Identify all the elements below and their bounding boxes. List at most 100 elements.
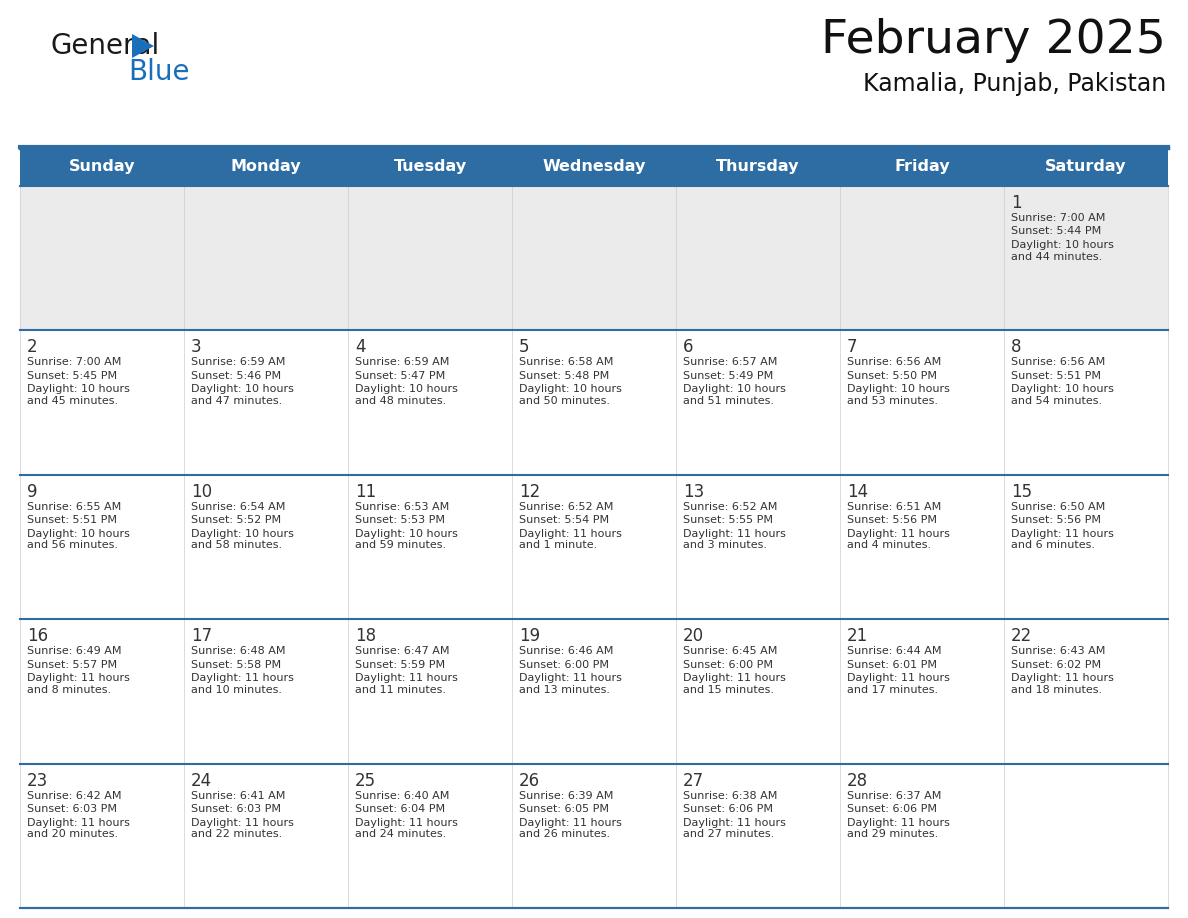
Bar xyxy=(348,620,512,764)
Bar xyxy=(20,764,184,908)
Text: 25: 25 xyxy=(355,772,377,789)
Text: Daylight: 10 hours
and 45 minutes.: Daylight: 10 hours and 45 minutes. xyxy=(27,385,129,406)
Text: Sunset: 6:06 PM: Sunset: 6:06 PM xyxy=(683,804,773,814)
Bar xyxy=(20,330,184,475)
Text: Daylight: 10 hours
and 44 minutes.: Daylight: 10 hours and 44 minutes. xyxy=(1011,240,1114,262)
Text: Daylight: 11 hours
and 10 minutes.: Daylight: 11 hours and 10 minutes. xyxy=(191,673,293,695)
Bar xyxy=(348,475,512,620)
Text: 8: 8 xyxy=(1011,339,1022,356)
Text: Daylight: 11 hours
and 1 minute.: Daylight: 11 hours and 1 minute. xyxy=(519,529,621,551)
Text: 16: 16 xyxy=(27,627,49,645)
Bar xyxy=(512,475,676,620)
Bar xyxy=(676,330,840,475)
Text: Sunset: 6:00 PM: Sunset: 6:00 PM xyxy=(519,660,609,670)
Text: General: General xyxy=(50,32,159,60)
Text: Daylight: 11 hours
and 22 minutes.: Daylight: 11 hours and 22 minutes. xyxy=(191,818,293,839)
Text: Daylight: 10 hours
and 51 minutes.: Daylight: 10 hours and 51 minutes. xyxy=(683,385,786,406)
Text: Thursday: Thursday xyxy=(716,160,800,174)
Text: Sunrise: 6:52 AM: Sunrise: 6:52 AM xyxy=(683,502,777,512)
Text: Sunrise: 6:57 AM: Sunrise: 6:57 AM xyxy=(683,357,777,367)
Text: Daylight: 10 hours
and 59 minutes.: Daylight: 10 hours and 59 minutes. xyxy=(355,529,457,551)
Text: Sunrise: 6:42 AM: Sunrise: 6:42 AM xyxy=(27,790,121,800)
Text: 2: 2 xyxy=(27,339,38,356)
Text: Sunrise: 6:45 AM: Sunrise: 6:45 AM xyxy=(683,646,777,656)
Text: Sunrise: 6:56 AM: Sunrise: 6:56 AM xyxy=(847,357,941,367)
Text: Daylight: 10 hours
and 58 minutes.: Daylight: 10 hours and 58 minutes. xyxy=(191,529,293,551)
Text: Daylight: 11 hours
and 15 minutes.: Daylight: 11 hours and 15 minutes. xyxy=(683,673,786,695)
Text: Sunset: 6:00 PM: Sunset: 6:00 PM xyxy=(683,660,773,670)
Bar xyxy=(676,475,840,620)
Text: Daylight: 11 hours
and 6 minutes.: Daylight: 11 hours and 6 minutes. xyxy=(1011,529,1114,551)
Bar xyxy=(20,620,184,764)
Text: 17: 17 xyxy=(191,627,213,645)
Text: 9: 9 xyxy=(27,483,38,501)
Text: Daylight: 10 hours
and 48 minutes.: Daylight: 10 hours and 48 minutes. xyxy=(355,385,457,406)
Text: 20: 20 xyxy=(683,627,704,645)
Text: Daylight: 10 hours
and 56 minutes.: Daylight: 10 hours and 56 minutes. xyxy=(27,529,129,551)
Text: Kamalia, Punjab, Pakistan: Kamalia, Punjab, Pakistan xyxy=(862,72,1165,96)
Text: Daylight: 11 hours
and 8 minutes.: Daylight: 11 hours and 8 minutes. xyxy=(27,673,129,695)
Bar xyxy=(1004,186,1168,330)
Text: Daylight: 11 hours
and 4 minutes.: Daylight: 11 hours and 4 minutes. xyxy=(847,529,950,551)
Text: Sunset: 5:50 PM: Sunset: 5:50 PM xyxy=(847,371,937,381)
Bar xyxy=(184,764,348,908)
Text: Sunset: 5:51 PM: Sunset: 5:51 PM xyxy=(27,515,116,525)
Bar xyxy=(184,330,348,475)
Text: Sunset: 5:44 PM: Sunset: 5:44 PM xyxy=(1011,227,1101,237)
Text: Daylight: 11 hours
and 17 minutes.: Daylight: 11 hours and 17 minutes. xyxy=(847,673,950,695)
Text: Sunset: 5:57 PM: Sunset: 5:57 PM xyxy=(27,660,118,670)
Text: Daylight: 11 hours
and 27 minutes.: Daylight: 11 hours and 27 minutes. xyxy=(683,818,786,839)
Text: 1: 1 xyxy=(1011,194,1022,212)
Text: Sunset: 5:58 PM: Sunset: 5:58 PM xyxy=(191,660,282,670)
Bar xyxy=(676,764,840,908)
Text: Sunset: 6:01 PM: Sunset: 6:01 PM xyxy=(847,660,937,670)
Text: Sunset: 5:47 PM: Sunset: 5:47 PM xyxy=(355,371,446,381)
Text: Sunrise: 6:39 AM: Sunrise: 6:39 AM xyxy=(519,790,613,800)
Text: Tuesday: Tuesday xyxy=(393,160,467,174)
Text: Sunrise: 6:55 AM: Sunrise: 6:55 AM xyxy=(27,502,121,512)
Bar xyxy=(20,475,184,620)
Text: Sunrise: 6:53 AM: Sunrise: 6:53 AM xyxy=(355,502,449,512)
Text: Sunrise: 6:52 AM: Sunrise: 6:52 AM xyxy=(519,502,613,512)
Text: 27: 27 xyxy=(683,772,704,789)
Text: 15: 15 xyxy=(1011,483,1032,501)
Polygon shape xyxy=(132,34,154,58)
Text: Sunrise: 6:40 AM: Sunrise: 6:40 AM xyxy=(355,790,449,800)
Text: Sunrise: 6:37 AM: Sunrise: 6:37 AM xyxy=(847,790,941,800)
Text: Daylight: 11 hours
and 3 minutes.: Daylight: 11 hours and 3 minutes. xyxy=(683,529,786,551)
Text: Daylight: 11 hours
and 29 minutes.: Daylight: 11 hours and 29 minutes. xyxy=(847,818,950,839)
Text: Sunset: 6:03 PM: Sunset: 6:03 PM xyxy=(191,804,282,814)
Bar xyxy=(1004,620,1168,764)
Bar xyxy=(184,620,348,764)
Text: Sunset: 6:05 PM: Sunset: 6:05 PM xyxy=(519,804,609,814)
Text: Sunset: 5:51 PM: Sunset: 5:51 PM xyxy=(1011,371,1101,381)
Text: Sunset: 5:45 PM: Sunset: 5:45 PM xyxy=(27,371,118,381)
Text: 21: 21 xyxy=(847,627,868,645)
Text: 3: 3 xyxy=(191,339,202,356)
Text: Sunrise: 6:48 AM: Sunrise: 6:48 AM xyxy=(191,646,285,656)
Bar xyxy=(840,186,1004,330)
Text: Sunrise: 6:43 AM: Sunrise: 6:43 AM xyxy=(1011,646,1105,656)
Text: Sunset: 5:56 PM: Sunset: 5:56 PM xyxy=(1011,515,1101,525)
Bar xyxy=(840,475,1004,620)
Text: Blue: Blue xyxy=(128,58,190,86)
Text: 10: 10 xyxy=(191,483,213,501)
Text: Sunset: 6:02 PM: Sunset: 6:02 PM xyxy=(1011,660,1101,670)
Bar xyxy=(840,620,1004,764)
Text: Sunset: 5:53 PM: Sunset: 5:53 PM xyxy=(355,515,446,525)
Text: 7: 7 xyxy=(847,339,858,356)
Text: Sunday: Sunday xyxy=(69,160,135,174)
Bar xyxy=(840,764,1004,908)
Text: Sunset: 5:59 PM: Sunset: 5:59 PM xyxy=(355,660,446,670)
Text: Daylight: 11 hours
and 18 minutes.: Daylight: 11 hours and 18 minutes. xyxy=(1011,673,1114,695)
Text: Sunrise: 6:51 AM: Sunrise: 6:51 AM xyxy=(847,502,941,512)
Text: Sunset: 5:48 PM: Sunset: 5:48 PM xyxy=(519,371,609,381)
Text: 6: 6 xyxy=(683,339,694,356)
Text: 26: 26 xyxy=(519,772,541,789)
Text: Daylight: 11 hours
and 11 minutes.: Daylight: 11 hours and 11 minutes. xyxy=(355,673,457,695)
Text: Sunset: 6:06 PM: Sunset: 6:06 PM xyxy=(847,804,937,814)
Text: 24: 24 xyxy=(191,772,213,789)
Text: Sunrise: 6:59 AM: Sunrise: 6:59 AM xyxy=(191,357,285,367)
Bar xyxy=(1004,764,1168,908)
Text: Sunset: 5:55 PM: Sunset: 5:55 PM xyxy=(683,515,773,525)
